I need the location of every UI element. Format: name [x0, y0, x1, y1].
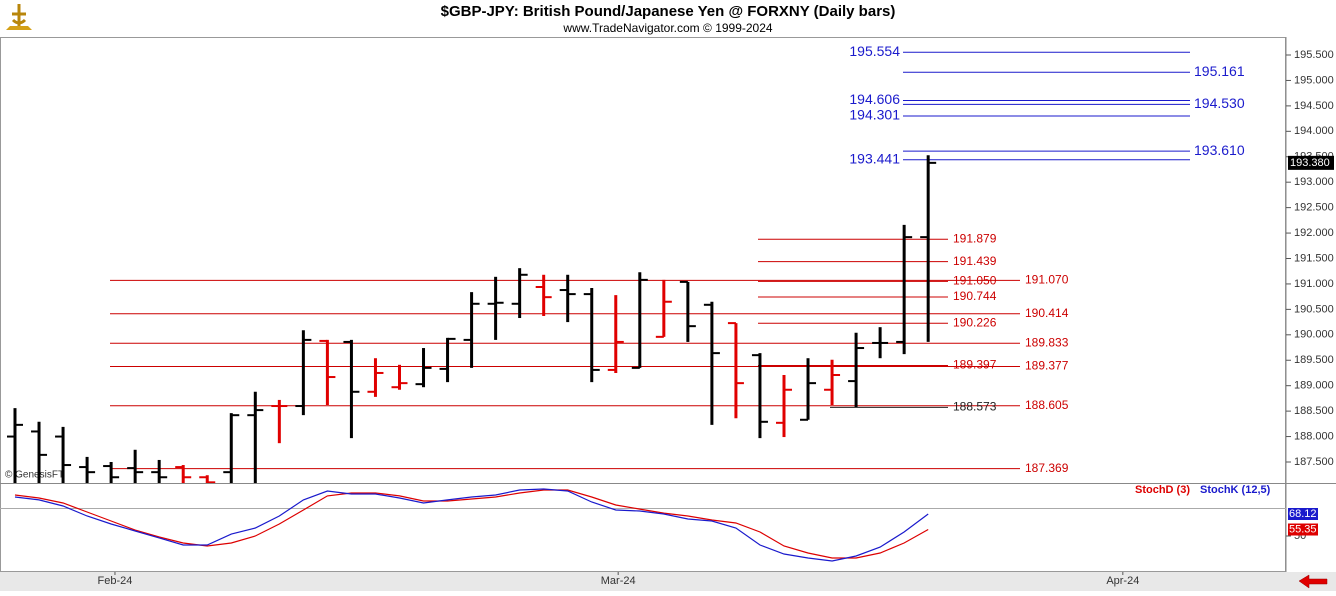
stoch-line — [14, 488, 929, 562]
y-tick-label: 189.000 — [1294, 380, 1334, 392]
y-tick-label: 190.500 — [1294, 303, 1334, 315]
level-label: 195.554 — [849, 43, 900, 59]
level-label: 193.610 — [1194, 142, 1245, 158]
level-label: 191.439 — [953, 254, 997, 268]
legend-entry: StochD (3) — [1135, 484, 1190, 496]
y-tick-label: 195.000 — [1294, 74, 1334, 86]
y-tick-label: 187.500 — [1294, 456, 1334, 468]
level-label: 189.377 — [1025, 359, 1069, 373]
stoch-line — [14, 489, 929, 559]
nav-arrow[interactable] — [1298, 574, 1328, 589]
level-label: 191.050 — [953, 274, 997, 288]
stoch-value-label: 68.12 — [1289, 508, 1317, 520]
last-price-label: 193.380 — [1290, 157, 1330, 169]
chart-subtitle: www.TradeNavigator.com © 1999-2024 — [562, 21, 772, 35]
y-tick-label: 194.500 — [1294, 100, 1334, 112]
y-tick-label: 191.000 — [1294, 278, 1334, 290]
y-tick-label: 188.000 — [1294, 430, 1334, 442]
x-tick-label: Mar-24 — [601, 575, 636, 587]
logo — [6, 4, 32, 30]
price-axis — [1286, 37, 1336, 572]
y-tick-label: 189.500 — [1294, 354, 1334, 366]
y-tick-label: 194.000 — [1294, 125, 1334, 137]
x-tick-label: Feb-24 — [98, 575, 133, 587]
level-label: 191.879 — [953, 231, 997, 245]
last-price-box — [1288, 155, 1334, 170]
y-tick-label: 190.000 — [1294, 329, 1334, 341]
level-label: 190.226 — [953, 315, 997, 329]
time-axis — [0, 572, 1336, 591]
level-label: 194.301 — [849, 107, 900, 123]
stoch-value-box — [1288, 508, 1318, 521]
stoch-value-label: 55.35 — [1289, 523, 1317, 535]
y-tick-label: 191.500 — [1294, 252, 1334, 264]
stoch-panel — [14, 488, 929, 562]
plot-frame — [0, 37, 1286, 572]
price-panel — [6, 51, 1190, 483]
level-label: 188.573 — [953, 400, 997, 414]
level-label: 190.744 — [953, 289, 997, 303]
level-label: 188.605 — [1025, 398, 1069, 412]
level-label: 187.369 — [1025, 461, 1069, 475]
level-label: 190.414 — [1025, 306, 1069, 320]
level-label: 191.070 — [1025, 273, 1069, 287]
y-tick-label: 188.500 — [1294, 405, 1334, 417]
x-tick-label: Apr-24 — [1106, 575, 1139, 587]
chart-title: $GBP-JPY: British Pound/Japanese Yen @ F… — [441, 3, 896, 20]
level-label: 193.441 — [849, 150, 900, 166]
level-label: 194.530 — [1194, 95, 1245, 111]
stoch-value-box — [1288, 523, 1318, 536]
level-label: 189.833 — [1025, 335, 1069, 349]
level-label: 189.397 — [953, 358, 997, 372]
y-tick-label: 193.000 — [1294, 176, 1334, 188]
level-label: 194.606 — [849, 91, 900, 107]
source-note: © GenesisFT — [5, 470, 64, 481]
header — [0, 0, 1336, 37]
y-tick-label: 195.500 — [1294, 49, 1334, 61]
y-tick-label: 192.500 — [1294, 202, 1334, 214]
y-tick-label: 192.000 — [1294, 227, 1334, 239]
level-label: 195.161 — [1194, 63, 1245, 79]
legend-entry: StochK (12,5) — [1200, 484, 1271, 496]
